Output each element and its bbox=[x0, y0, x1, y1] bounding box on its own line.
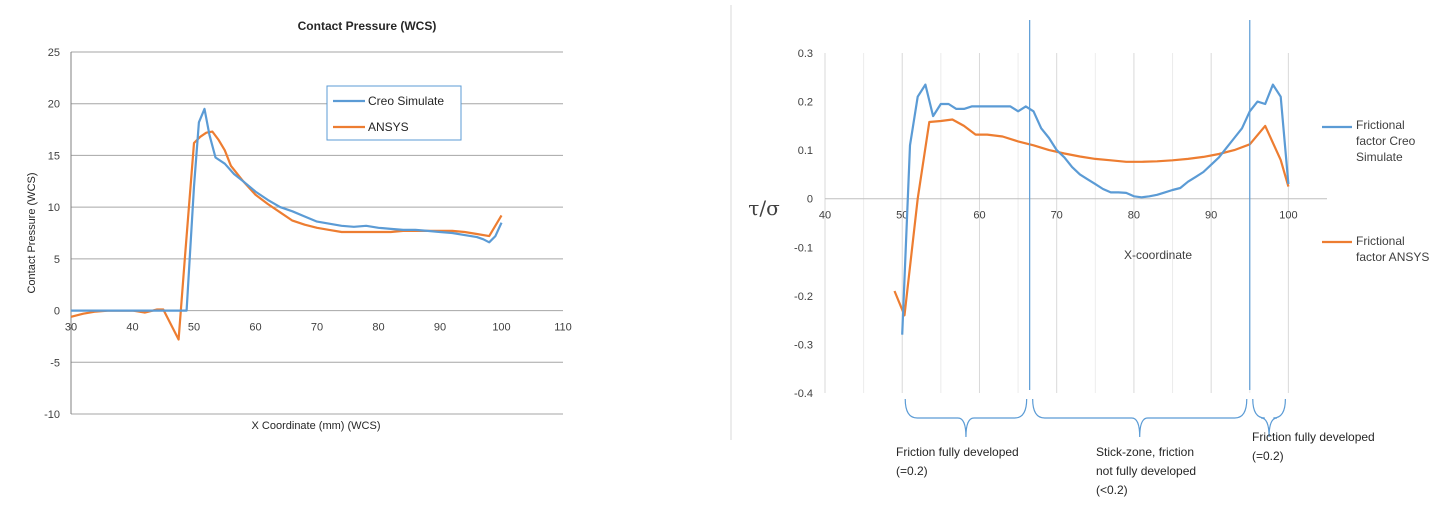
chart2-x-tick-label: 40 bbox=[819, 210, 831, 222]
chart2-zone-separators bbox=[1029, 20, 1251, 390]
chart1-y-tick-labels: 25 20 15 10 5 0 -5 -10 bbox=[44, 47, 60, 421]
zone-middle-line2: not fully developed bbox=[1096, 464, 1196, 478]
chart2-gridlines bbox=[824, 53, 1289, 393]
chart2-y-tick-label: 0.3 bbox=[798, 48, 813, 60]
chart1-x-tick-label: 70 bbox=[311, 322, 323, 334]
chart2-series-line-creo bbox=[901, 83, 1290, 335]
chart2-x-tick-label: 90 bbox=[1205, 210, 1217, 222]
chart1-y-tick-label: 5 bbox=[54, 254, 60, 266]
chart2-legend-label-creo: Frictional factor Creo Simulate bbox=[1356, 118, 1419, 164]
chart2-zone-brace bbox=[1032, 398, 1248, 438]
chart1-x-axis-label: X Coordinate (mm) (WCS) bbox=[252, 420, 381, 432]
chart2-y-tick-label: -0.3 bbox=[794, 339, 813, 351]
chart2-x-tick-label: 100 bbox=[1279, 210, 1297, 222]
chart1-x-tick-label: 100 bbox=[492, 322, 510, 334]
chart1-legend-box bbox=[326, 85, 462, 141]
chart2-x-tick-labels: 40 50 60 70 80 90 100 bbox=[819, 210, 1298, 222]
chart2-x-tick-label: 50 bbox=[896, 210, 908, 222]
chart1-gridlines bbox=[71, 51, 563, 415]
chart1-series-line-ansys bbox=[70, 130, 503, 341]
chart2-y-tick-label: -0.2 bbox=[794, 291, 813, 303]
chart2-y-tick-label: -0.4 bbox=[794, 388, 813, 400]
chart2-zone-brace bbox=[904, 398, 1028, 438]
chart2-x-tick-label: 60 bbox=[973, 210, 985, 222]
chart1-x-tick-labels: 30 40 50 60 70 80 90 100 110 bbox=[65, 322, 572, 334]
chart2-x-tick-label: 70 bbox=[1051, 210, 1063, 222]
chart2-y-tick-label: 0 bbox=[807, 194, 813, 206]
zone-annotation-left: Friction fully developed (=0.2) bbox=[896, 445, 1022, 478]
chart1-y-tick-label: 0 bbox=[54, 306, 60, 318]
chart2-y-tick-label: -0.1 bbox=[794, 242, 813, 254]
chart2-x-axis-label: X-coordinate bbox=[1124, 248, 1192, 262]
chart1-legend: Creo Simulate ANSYS bbox=[326, 85, 462, 141]
zone-middle-line3: (<0.2) bbox=[1096, 483, 1128, 497]
zone-right-line2: (=0.2) bbox=[1252, 449, 1284, 463]
zone-middle-line1: Stick-zone, friction bbox=[1096, 445, 1194, 459]
chart1-y-axis-label: Contact Pressure (WCS) bbox=[26, 172, 38, 293]
zone-left-line1: Friction fully developed bbox=[896, 445, 1019, 459]
chart1-series bbox=[70, 107, 503, 341]
chart1-x-tick-label: 90 bbox=[434, 322, 446, 334]
chart1-x-tick-label: 110 bbox=[554, 322, 572, 334]
chart2-legend-creo-line2: factor Creo bbox=[1356, 134, 1416, 148]
chart2-y-tick-label: 0.1 bbox=[798, 145, 813, 157]
chart2-y-axis-label: τ/σ bbox=[748, 196, 780, 220]
chart2-legend-ansys-line2: factor ANSYS bbox=[1356, 250, 1429, 264]
chart1-legend-label-creo: Creo Simulate bbox=[368, 94, 444, 108]
zone-left-line2: (=0.2) bbox=[896, 464, 928, 478]
chart1-y-tick-label: 10 bbox=[48, 202, 60, 214]
chart2-zone-annotations: Friction fully developed (=0.2) Stick-zo… bbox=[896, 430, 1378, 497]
chart1-y-tick-label: 15 bbox=[48, 150, 60, 162]
chart2-legend-ansys-line1: Frictional bbox=[1356, 234, 1405, 248]
frictional-factor-chart: 0.3 0.2 0.1 0 -0.1 -0.2 -0.3 -0.4 40 50 60 70 80 90 1… bbox=[748, 20, 1429, 497]
zone-annotation-right: Friction fully developed (=0.2) bbox=[1252, 430, 1378, 463]
chart1-title: Contact Pressure (WCS) bbox=[298, 19, 437, 33]
chart1-x-tick-label: 50 bbox=[188, 322, 200, 334]
chart2-zone-braces bbox=[904, 398, 1286, 438]
chart1-x-tick-label: 30 bbox=[65, 322, 77, 334]
chart2-legend: Frictional factor Creo Simulate Friction… bbox=[1322, 118, 1429, 264]
zone-annotation-middle: Stick-zone, friction not fully developed… bbox=[1096, 445, 1199, 497]
chart1-y-tick-label: -5 bbox=[50, 357, 60, 369]
chart1-legend-label-ansys: ANSYS bbox=[368, 120, 409, 134]
chart2-y-tick-label: 0.2 bbox=[798, 97, 813, 109]
chart1-y-tick-label: -10 bbox=[44, 409, 60, 421]
zone-right-line1: Friction fully developed bbox=[1252, 430, 1375, 444]
chart2-y-tick-labels: 0.3 0.2 0.1 0 -0.1 -0.2 -0.3 -0.4 bbox=[794, 48, 813, 400]
chart1-y-tick-label: 20 bbox=[48, 99, 60, 111]
chart1-y-tick-label: 25 bbox=[48, 47, 60, 59]
chart1-x-tick-label: 80 bbox=[372, 322, 384, 334]
chart2-legend-creo-line3: Simulate bbox=[1356, 150, 1403, 164]
chart2-series-line-ansys bbox=[893, 118, 1290, 317]
chart1-x-tick-label: 40 bbox=[126, 322, 138, 334]
chart2-zone-brace bbox=[1252, 398, 1286, 438]
chart1-series-line-creo bbox=[71, 107, 503, 312]
chart1-x-tick-label: 60 bbox=[249, 322, 261, 334]
chart2-series bbox=[893, 83, 1290, 335]
chart2-legend-creo-line1: Frictional bbox=[1356, 118, 1405, 132]
chart2-legend-label-ansys: Frictional factor ANSYS bbox=[1356, 234, 1429, 264]
chart2-x-tick-label: 80 bbox=[1128, 210, 1140, 222]
